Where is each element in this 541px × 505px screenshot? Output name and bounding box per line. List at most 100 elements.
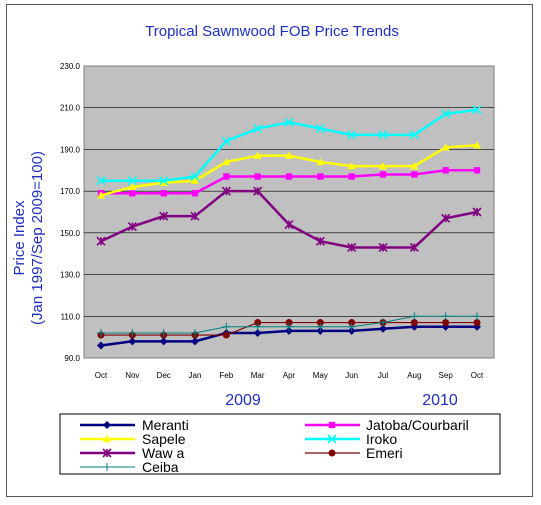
- data-point: [410, 319, 418, 327]
- data-point: [348, 319, 356, 327]
- legend-label: Iroko: [366, 431, 397, 447]
- x-tick-label: Nov: [125, 371, 139, 380]
- data-point: [316, 326, 325, 335]
- data-point: [254, 173, 261, 180]
- data-point: [409, 130, 419, 140]
- y-tick-label: 150.0: [60, 229, 81, 238]
- data-point: [442, 319, 450, 327]
- legend-label: Waw a: [142, 445, 184, 461]
- data-point: [316, 319, 324, 327]
- data-point: [221, 186, 231, 196]
- data-point: [379, 318, 387, 327]
- legend-label: Ceiba: [142, 459, 179, 475]
- data-point: [97, 341, 105, 350]
- plot-area: [83, 65, 495, 359]
- data-point: [411, 171, 418, 178]
- data-point: [442, 167, 449, 174]
- y-tick-label: 190.0: [60, 145, 81, 154]
- data-point: [191, 328, 199, 337]
- data-point: [221, 136, 231, 146]
- legend-entry: Ceiba: [80, 459, 179, 475]
- data-point: [222, 157, 231, 166]
- data-point: [316, 157, 325, 166]
- data-point: [128, 182, 137, 191]
- data-point: [285, 173, 293, 180]
- y-tick-label: 210.0: [60, 104, 81, 113]
- data-point: [472, 207, 482, 217]
- legend-entry: Emeri: [305, 445, 403, 461]
- data-point: [96, 176, 106, 186]
- data-point: [379, 171, 387, 178]
- y-axis-label: Price Index (Jan 1997/Sep 2009=100): [11, 151, 46, 325]
- x-tick-label: Jul: [378, 371, 388, 380]
- series-ceiba: [97, 312, 481, 337]
- data-point: [191, 337, 199, 346]
- legend-entry: Waw a: [80, 445, 184, 461]
- data-point: [103, 463, 111, 471]
- data-point: [191, 190, 199, 197]
- data-point: [410, 162, 419, 170]
- legend: Meranti Jatoba/Courbaril Sapele Iroko Waw a E…: [80, 417, 469, 475]
- data-point: [253, 328, 262, 337]
- data-point: [409, 242, 419, 253]
- series-lines: [96, 105, 482, 350]
- data-point: [285, 151, 293, 159]
- x-tick-label: Feb: [219, 371, 233, 380]
- data-point: [441, 109, 451, 119]
- data-point: [253, 124, 263, 134]
- y-tick-labels: 90.0 110.0 130.0 150.0 170.0 190.0 210.0 230.0: [60, 62, 81, 363]
- data-point: [473, 312, 481, 321]
- data-point: [96, 236, 106, 246]
- data-point: [97, 191, 105, 199]
- y-tick-label: 130.0: [60, 271, 81, 280]
- data-point: [347, 130, 357, 140]
- x-tick-label: Sep: [439, 371, 454, 380]
- x-tick-labels: Oct Nov Dec Jan Feb Mar Apr May Jun Jul Aug Sep Oct: [95, 371, 484, 380]
- data-point: [441, 143, 450, 151]
- legend-entry: Jatoba/Courbaril: [305, 417, 469, 433]
- y-tick-label: 110.0: [61, 312, 81, 321]
- data-point: [473, 167, 481, 174]
- data-point: [285, 326, 293, 335]
- data-point: [103, 421, 111, 429]
- data-point: [347, 326, 356, 335]
- y-tick-label: 230.0: [60, 62, 81, 71]
- data-point: [160, 190, 167, 197]
- data-point: [127, 222, 137, 232]
- y-axis-label-line1: Price Index: [11, 200, 28, 276]
- data-point: [379, 324, 387, 333]
- year-label-2010: 2010: [422, 392, 458, 409]
- data-point: [222, 322, 231, 331]
- series-sapele: [97, 141, 481, 199]
- x-tick-label: Dec: [157, 371, 171, 380]
- y-tick-label: 90.0: [64, 354, 80, 363]
- x-tick-label: Oct: [471, 371, 484, 380]
- data-point: [317, 173, 324, 180]
- data-point: [285, 319, 293, 327]
- legend-label: Meranti: [142, 417, 189, 433]
- series-waw-a: [96, 186, 482, 253]
- x-tick-label: Mar: [251, 371, 265, 380]
- data-point: [472, 105, 482, 115]
- x-tick-label: Jun: [345, 371, 358, 380]
- data-point: [285, 322, 293, 331]
- data-point: [315, 124, 325, 134]
- data-point: [473, 319, 481, 327]
- data-point: [379, 162, 387, 170]
- data-point: [159, 176, 169, 186]
- data-point: [223, 173, 230, 180]
- data-point: [410, 312, 419, 321]
- x-tick-label: Oct: [95, 371, 108, 380]
- data-point: [128, 328, 137, 337]
- x-tick-label: Jan: [189, 371, 202, 380]
- x-tick-label: May: [313, 371, 328, 380]
- data-point: [159, 178, 168, 186]
- data-point: [191, 176, 199, 184]
- data-point: [347, 162, 356, 170]
- data-point: [348, 173, 355, 180]
- data-point: [253, 322, 262, 331]
- y-axis-label-line2: (Jan 1997/Sep 2009=100): [29, 151, 46, 325]
- data-point: [159, 328, 168, 337]
- data-point: [97, 328, 105, 337]
